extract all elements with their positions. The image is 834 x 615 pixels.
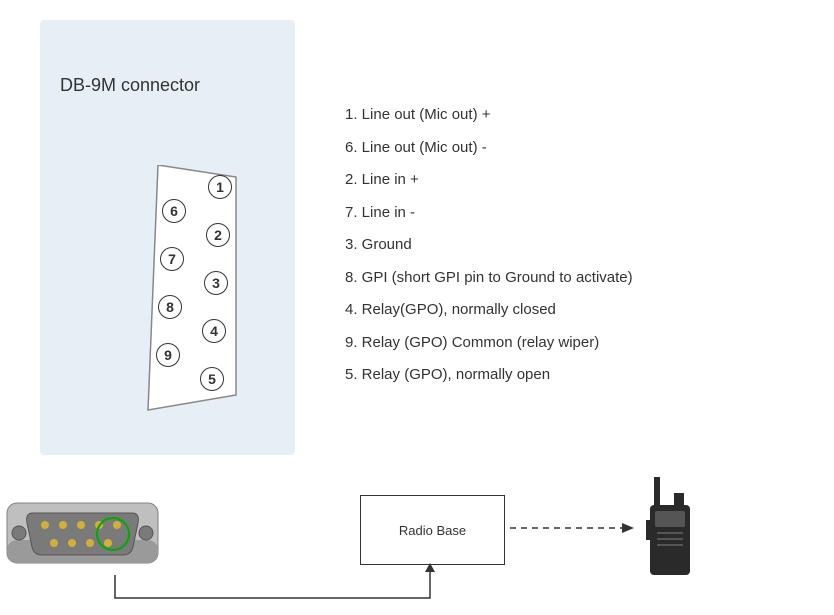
db9-photo xyxy=(5,485,160,580)
walkie-antenna xyxy=(654,477,660,507)
db9-pin xyxy=(41,521,49,529)
db9-pin xyxy=(50,539,58,547)
trapezoid-svg xyxy=(140,165,250,415)
pin-description: 7. Line in - xyxy=(345,203,805,223)
pin-6: 6 xyxy=(162,199,186,223)
pin-1: 1 xyxy=(208,175,232,199)
pin-2: 2 xyxy=(206,223,230,247)
pin-description: 5. Relay (GPO), normally open xyxy=(345,365,805,385)
pin-7: 7 xyxy=(160,247,184,271)
connector-panel: DB-9M connector 1 2 3 4 5 6 7 8 9 xyxy=(40,20,295,455)
db9-pin xyxy=(77,521,85,529)
wire-arrow-2 xyxy=(622,523,634,533)
db9-pin xyxy=(104,539,112,547)
pin-4: 4 xyxy=(202,319,226,343)
walkie-svg xyxy=(640,475,700,585)
walkie-ptt xyxy=(646,520,650,540)
db9-screw-right xyxy=(139,526,153,540)
pin-description-list: 1. Line out (Mic out) + 6. Line out (Mic … xyxy=(345,105,805,398)
walkie-talkie-icon xyxy=(640,475,700,585)
db9-pin xyxy=(59,521,67,529)
pin-9: 9 xyxy=(156,343,180,367)
db9-pin xyxy=(68,539,76,547)
pin-description: 1. Line out (Mic out) + xyxy=(345,105,805,125)
pin-description: 9. Relay (GPO) Common (relay wiper) xyxy=(345,333,805,353)
db9-pin xyxy=(86,539,94,547)
panel-title: DB-9M connector xyxy=(60,75,200,96)
db9-photo-svg xyxy=(5,485,160,580)
radio-base-label: Radio Base xyxy=(399,523,466,538)
pin-description: 6. Line out (Mic out) - xyxy=(345,138,805,158)
pin-8: 8 xyxy=(158,295,182,319)
db9-face xyxy=(27,513,139,555)
connector-shape: 1 2 3 4 5 6 7 8 9 xyxy=(140,165,250,415)
pin-description: 2. Line in + xyxy=(345,170,805,190)
pin-description: 3. Ground xyxy=(345,235,805,255)
pin-description: 4. Relay(GPO), normally closed xyxy=(345,300,805,320)
db9-screw-left xyxy=(12,526,26,540)
walkie-screen xyxy=(655,511,685,527)
wire-solid xyxy=(115,565,430,598)
pin-description: 8. GPI (short GPI pin to Ground to activ… xyxy=(345,268,805,288)
pin-3: 3 xyxy=(204,271,228,295)
pin-5: 5 xyxy=(200,367,224,391)
radio-base-box: Radio Base xyxy=(360,495,505,565)
db9-pin xyxy=(113,521,121,529)
walkie-knob xyxy=(674,493,684,505)
